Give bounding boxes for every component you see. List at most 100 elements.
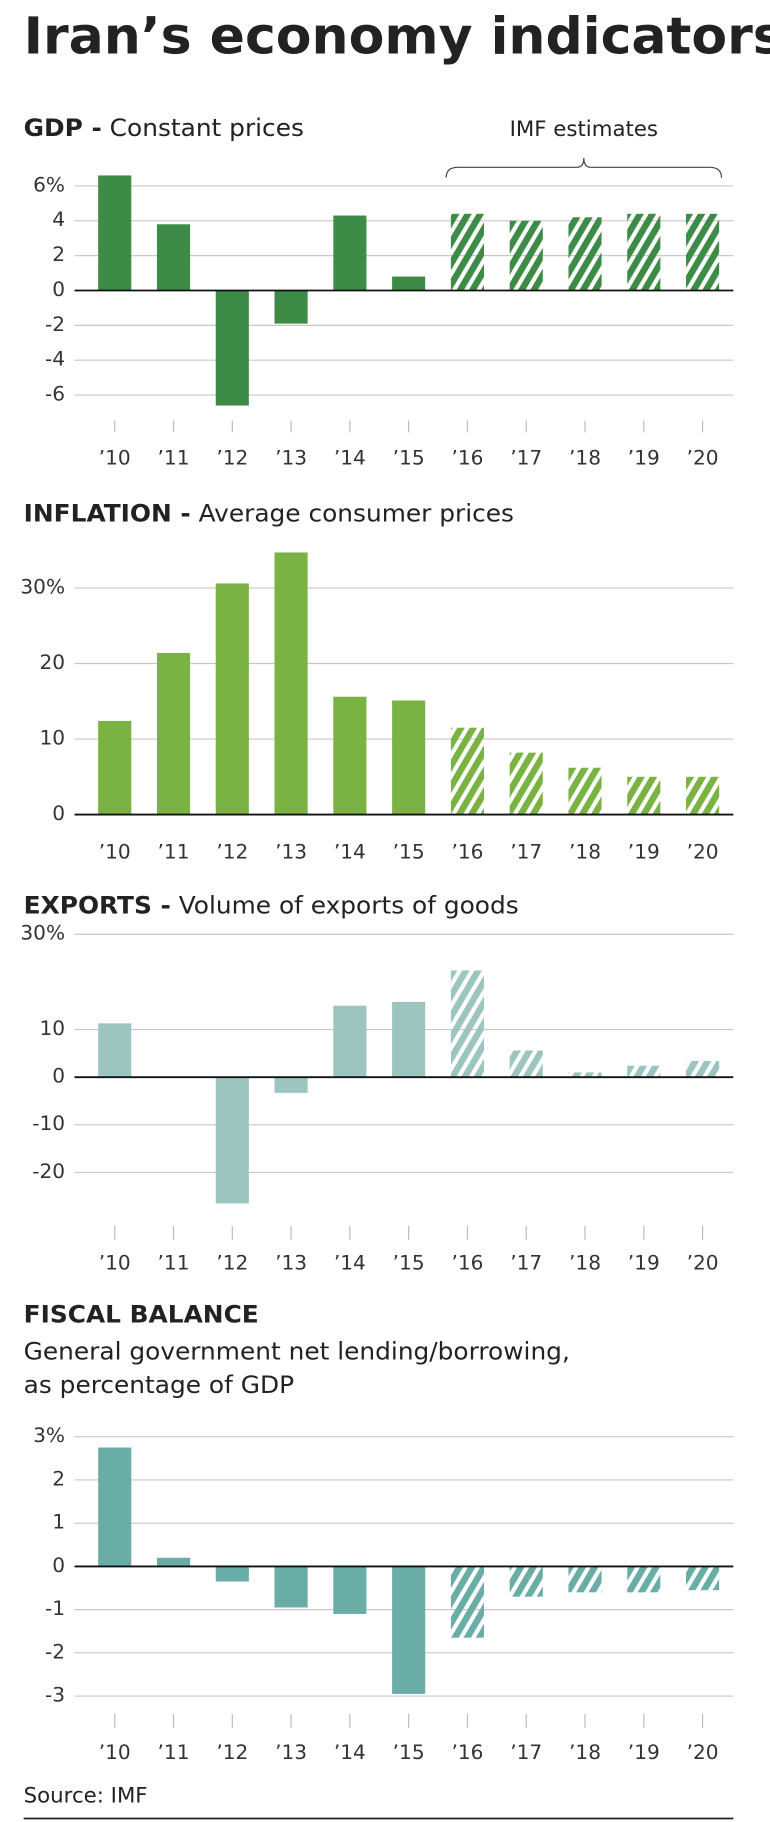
estimate-bar [509, 1050, 543, 1078]
panel-subtitle: as percentage of GDP [24, 1370, 294, 1399]
y-tick-label: -4 [45, 348, 65, 371]
x-tick-label: ’20 [687, 1252, 719, 1275]
annotation: IMF estimates [510, 116, 658, 141]
x-tick-label: ’17 [510, 447, 542, 470]
bar [156, 652, 191, 815]
bar [333, 696, 367, 815]
x-tick-label: ’12 [216, 841, 248, 864]
x-tick-label: ’19 [628, 447, 660, 470]
x-tick-label: ’19 [628, 1741, 660, 1764]
y-tick-label: -20 [32, 1160, 65, 1183]
panel-subtitle: Volume of exports of goods [179, 890, 519, 919]
y-tick-label: -2 [45, 1640, 65, 1663]
y-tick-label: 10 [39, 727, 65, 750]
x-tick-label: ’17 [510, 1741, 542, 1764]
estimate-bar [627, 1065, 661, 1078]
panel-heading: EXPORTS - Volume of exports of goods [24, 890, 519, 919]
estimate-bar [568, 217, 602, 291]
estimate-bar [450, 970, 484, 1078]
x-tick-label: ’14 [334, 1252, 366, 1275]
estimate-bar [568, 1072, 602, 1078]
x-tick-label: ’13 [275, 447, 307, 470]
y-tick-label: 30% [20, 922, 65, 945]
bar [333, 1005, 367, 1078]
x-tick-label: ’16 [451, 841, 483, 864]
x-tick-label: ’10 [99, 447, 131, 470]
x-tick-label: ’11 [158, 1741, 190, 1764]
y-tick-label: 0 [52, 1065, 65, 1088]
bar [333, 1566, 367, 1614]
x-tick-label: ’18 [569, 447, 601, 470]
estimate-bar [450, 213, 484, 291]
estimate-bar [627, 1566, 661, 1593]
x-tick-label: ’10 [99, 841, 131, 864]
x-tick-label: ’20 [687, 447, 719, 470]
panel-heading: GDP - Constant prices [24, 113, 304, 142]
bar [215, 290, 249, 406]
bar [333, 215, 367, 291]
x-tick-label: ’10 [99, 1252, 131, 1275]
y-tick-label: 4 [52, 208, 65, 231]
y-tick-label: 0 [52, 802, 65, 825]
x-tick-label: ’19 [628, 1252, 660, 1275]
x-tick-label: ’15 [393, 841, 425, 864]
y-tick-label: 1 [52, 1511, 65, 1534]
x-tick-label: ’12 [216, 1252, 248, 1275]
estimate-bar [509, 1566, 543, 1597]
x-tick-label: ’13 [275, 841, 307, 864]
y-tick-label: 3% [33, 1424, 65, 1447]
y-tick-label: 20 [39, 651, 65, 674]
estimate-bar [686, 776, 720, 815]
y-tick-label: 0 [52, 1554, 65, 1577]
bar [392, 700, 426, 815]
bar [156, 1557, 191, 1567]
panel-heading: INFLATION - Average consumer prices [24, 499, 514, 528]
estimate-bar [450, 727, 484, 815]
x-tick-label: ’13 [275, 1741, 307, 1764]
y-tick-label: 0 [52, 278, 65, 301]
panel-subtitle: Constant prices [110, 113, 304, 142]
main-title: Iran’s economy indicators [24, 7, 770, 66]
panel-title: EXPORTS - [24, 890, 171, 919]
x-tick-label: ’17 [510, 841, 542, 864]
x-tick-label: ’14 [334, 447, 366, 470]
y-tick-label: 30% [20, 576, 65, 599]
x-tick-label: ’11 [158, 447, 190, 470]
estimate-bar [686, 213, 720, 291]
y-tick-label: 6% [33, 174, 65, 197]
bar [215, 1077, 249, 1204]
bar [274, 1077, 308, 1093]
estimate-bar [509, 220, 543, 291]
x-tick-label: ’11 [158, 1252, 190, 1275]
y-tick-label: 2 [52, 1468, 65, 1491]
bar [274, 1566, 308, 1608]
estimate-bar [568, 767, 602, 815]
bar [392, 276, 426, 291]
panel-title: INFLATION - [24, 499, 191, 528]
y-tick-label: 2 [52, 243, 65, 266]
x-tick-label: ’10 [99, 1741, 131, 1764]
x-tick-label: ’19 [628, 841, 660, 864]
x-tick-label: ’15 [393, 1741, 425, 1764]
bar [156, 224, 191, 291]
estimate-bar [568, 1566, 602, 1593]
x-tick-label: ’12 [216, 447, 248, 470]
y-tick-label: -6 [45, 383, 65, 406]
bar [215, 583, 249, 815]
x-tick-label: ’16 [451, 447, 483, 470]
y-tick-label: -2 [45, 313, 65, 336]
panel-title: GDP - [24, 113, 102, 142]
x-tick-label: ’20 [687, 1741, 719, 1764]
estimate-bar [509, 752, 543, 815]
bar [98, 175, 132, 291]
y-tick-label: 10 [39, 1017, 65, 1040]
estimate-bar [627, 213, 661, 291]
estimate-bar [450, 1566, 484, 1638]
annotation-bracket [445, 158, 723, 178]
x-tick-label: ’18 [569, 1741, 601, 1764]
x-tick-label: ’15 [393, 1252, 425, 1275]
y-tick-label: -3 [45, 1684, 65, 1707]
x-tick-label: ’11 [158, 841, 190, 864]
bar [98, 1447, 132, 1567]
